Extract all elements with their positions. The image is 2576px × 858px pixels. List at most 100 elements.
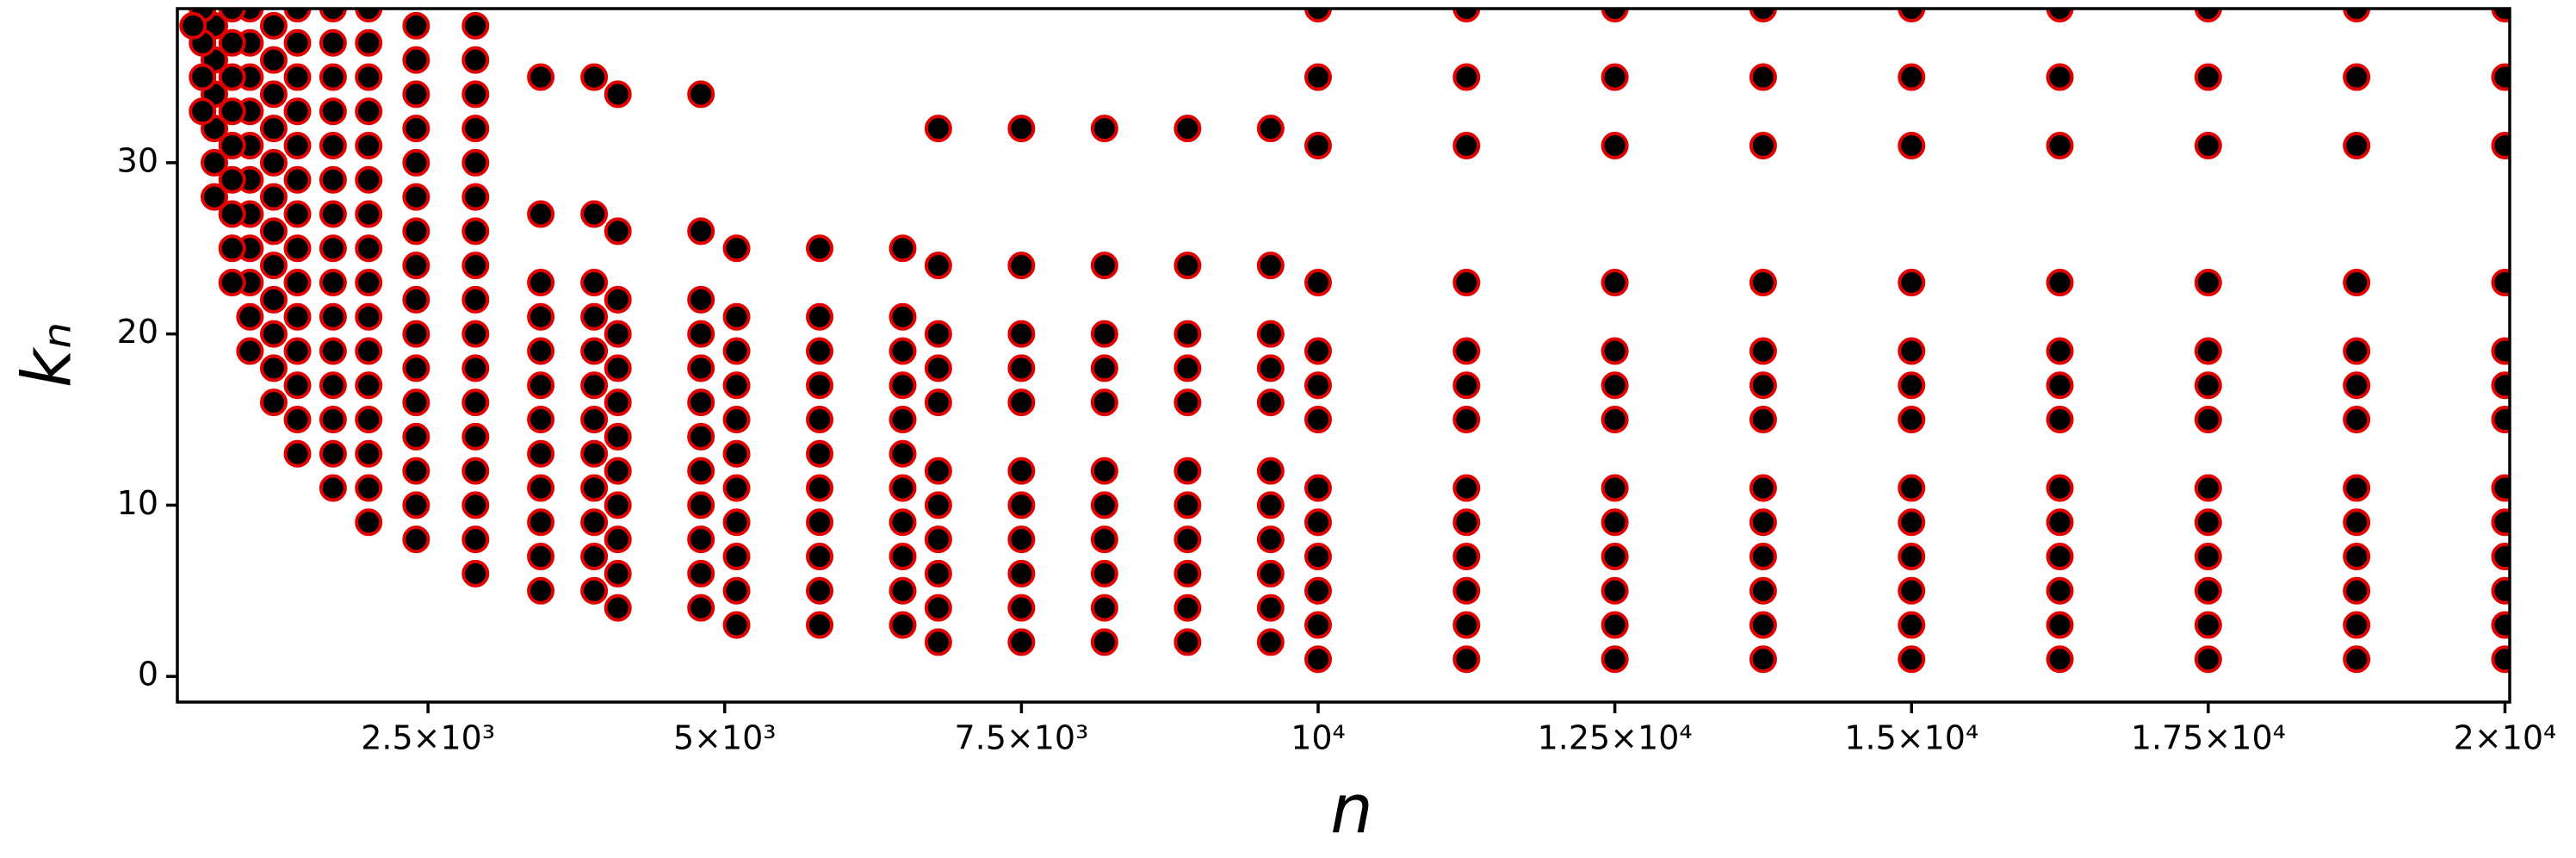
point [355, 97, 383, 126]
point [604, 285, 632, 314]
point [259, 11, 288, 40]
point [402, 252, 430, 280]
point [1090, 115, 1118, 143]
point [1256, 320, 1285, 348]
point [201, 183, 229, 211]
point [1173, 525, 1202, 554]
y-axis-label: kₙ [9, 322, 86, 388]
point [806, 611, 834, 639]
point [218, 269, 246, 297]
point [1007, 628, 1036, 656]
point [1898, 337, 1926, 365]
point [1898, 645, 1926, 674]
point [1601, 9, 1629, 22]
point [2491, 337, 2510, 365]
point [2491, 9, 2510, 22]
point [283, 165, 312, 194]
point [889, 543, 917, 571]
point [1452, 543, 1481, 571]
point [2046, 508, 2074, 537]
point [2491, 508, 2510, 537]
point [2194, 543, 2222, 571]
point [402, 354, 430, 382]
point [461, 422, 490, 451]
point [355, 9, 383, 22]
point [355, 165, 383, 194]
point [355, 200, 383, 228]
plot-area [179, 9, 2510, 674]
point [1007, 389, 1036, 417]
point [806, 439, 834, 468]
point [687, 559, 715, 588]
point [1601, 508, 1629, 537]
point [604, 354, 632, 382]
point [1452, 337, 1481, 365]
point [1304, 474, 1333, 502]
point [319, 165, 347, 194]
point [259, 183, 288, 211]
point [1749, 474, 1777, 502]
point [722, 508, 751, 537]
point [1452, 406, 1481, 434]
point [722, 406, 751, 434]
point [687, 594, 715, 622]
point [1601, 337, 1629, 365]
point [2046, 406, 2074, 434]
point [1898, 132, 1926, 160]
x-tick-label: 7.5×10³ [954, 719, 1088, 757]
point [580, 543, 609, 571]
point [283, 337, 312, 365]
point [283, 63, 312, 91]
point [355, 337, 383, 365]
point [604, 457, 632, 485]
point [924, 115, 952, 143]
point [1256, 628, 1285, 656]
point [259, 217, 288, 246]
point [1256, 457, 1285, 485]
point [1173, 628, 1202, 656]
point [2194, 132, 2222, 160]
point [2491, 406, 2510, 434]
point [1749, 9, 1777, 22]
point [218, 9, 246, 22]
point [1304, 132, 1333, 160]
point [580, 474, 609, 502]
point [722, 302, 751, 331]
point [1173, 252, 1202, 280]
point [604, 217, 632, 246]
point [2194, 645, 2222, 674]
point [2343, 9, 2371, 22]
point [2491, 611, 2510, 639]
point [2343, 474, 2371, 502]
point [218, 28, 246, 57]
point [1452, 9, 1481, 22]
point [2491, 645, 2510, 674]
point [1749, 645, 1777, 674]
point [402, 457, 430, 485]
point [924, 252, 952, 280]
point [1601, 371, 1629, 400]
point [355, 28, 383, 57]
point [580, 302, 609, 331]
point [461, 491, 490, 519]
point [402, 80, 430, 109]
x-tick-label: 2.5×10³ [361, 719, 495, 757]
point [527, 337, 555, 365]
point [580, 508, 609, 537]
point [924, 628, 952, 656]
point [2194, 9, 2222, 22]
point [687, 389, 715, 417]
point [2194, 337, 2222, 365]
point [1007, 115, 1036, 143]
point [1898, 576, 1926, 605]
point [1090, 389, 1118, 417]
point [283, 439, 312, 468]
point [402, 46, 430, 74]
point [1749, 337, 1777, 365]
point [259, 320, 288, 348]
point [319, 200, 347, 228]
point [924, 457, 952, 485]
point [2046, 9, 2074, 22]
point [1898, 508, 1926, 537]
point [259, 115, 288, 143]
